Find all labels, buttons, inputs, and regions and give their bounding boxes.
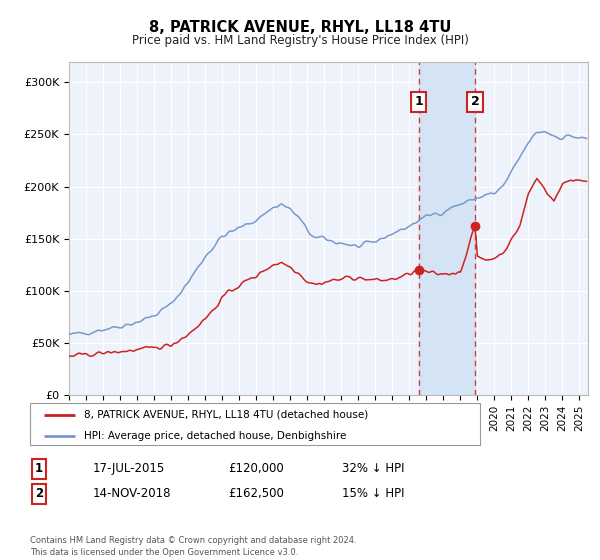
Text: 2: 2: [35, 487, 43, 501]
Text: £120,000: £120,000: [228, 462, 284, 475]
Text: 1: 1: [414, 95, 423, 108]
Text: Contains HM Land Registry data © Crown copyright and database right 2024.
This d: Contains HM Land Registry data © Crown c…: [30, 536, 356, 557]
Text: 15% ↓ HPI: 15% ↓ HPI: [342, 487, 404, 501]
Text: 8, PATRICK AVENUE, RHYL, LL18 4TU (detached house): 8, PATRICK AVENUE, RHYL, LL18 4TU (detac…: [84, 410, 368, 420]
Text: 8, PATRICK AVENUE, RHYL, LL18 4TU: 8, PATRICK AVENUE, RHYL, LL18 4TU: [149, 20, 451, 35]
Text: £162,500: £162,500: [228, 487, 284, 501]
Bar: [419, 62, 475, 395]
Text: Price paid vs. HM Land Registry's House Price Index (HPI): Price paid vs. HM Land Registry's House …: [131, 34, 469, 46]
Text: 14-NOV-2018: 14-NOV-2018: [93, 487, 172, 501]
Text: 17-JUL-2015: 17-JUL-2015: [93, 462, 165, 475]
Text: 32% ↓ HPI: 32% ↓ HPI: [342, 462, 404, 475]
Text: 2: 2: [471, 95, 479, 108]
FancyBboxPatch shape: [30, 403, 480, 445]
Text: 1: 1: [35, 462, 43, 475]
Text: HPI: Average price, detached house, Denbighshire: HPI: Average price, detached house, Denb…: [84, 431, 346, 441]
